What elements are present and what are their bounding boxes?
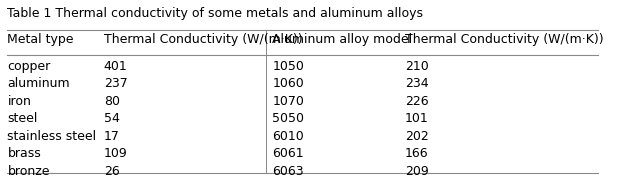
- Text: brass: brass: [8, 147, 41, 160]
- Text: 1060: 1060: [273, 77, 304, 90]
- Text: 166: 166: [405, 147, 429, 160]
- Text: 6063: 6063: [273, 165, 304, 178]
- Text: 6061: 6061: [273, 147, 304, 160]
- Text: steel: steel: [8, 112, 38, 125]
- Text: 17: 17: [104, 130, 120, 143]
- Text: 5050: 5050: [273, 112, 305, 125]
- Text: iron: iron: [8, 95, 31, 108]
- Text: aluminum: aluminum: [8, 77, 70, 90]
- Text: 54: 54: [104, 112, 120, 125]
- Text: 1050: 1050: [273, 60, 304, 73]
- Text: 226: 226: [405, 95, 429, 108]
- Text: copper: copper: [8, 60, 51, 73]
- Text: Thermal Conductivity (W/(m·K)): Thermal Conductivity (W/(m·K)): [405, 33, 604, 46]
- Text: Metal type: Metal type: [8, 33, 74, 46]
- Text: 401: 401: [104, 60, 127, 73]
- Text: 234: 234: [405, 77, 429, 90]
- Text: 109: 109: [104, 147, 127, 160]
- Text: 101: 101: [405, 112, 429, 125]
- Text: 1070: 1070: [273, 95, 304, 108]
- Text: Aluminum alloy model: Aluminum alloy model: [273, 33, 413, 46]
- Text: Thermal Conductivity (W/(m·K)): Thermal Conductivity (W/(m·K)): [104, 33, 303, 46]
- Text: 237: 237: [104, 77, 127, 90]
- Text: 202: 202: [405, 130, 429, 143]
- Text: stainless steel: stainless steel: [8, 130, 97, 143]
- Text: 209: 209: [405, 165, 429, 178]
- Text: Table 1 Thermal conductivity of some metals and aluminum alloys: Table 1 Thermal conductivity of some met…: [8, 7, 424, 20]
- Text: bronze: bronze: [8, 165, 50, 178]
- Text: 80: 80: [104, 95, 120, 108]
- Text: 210: 210: [405, 60, 429, 73]
- Text: 26: 26: [104, 165, 120, 178]
- Text: 6010: 6010: [273, 130, 304, 143]
